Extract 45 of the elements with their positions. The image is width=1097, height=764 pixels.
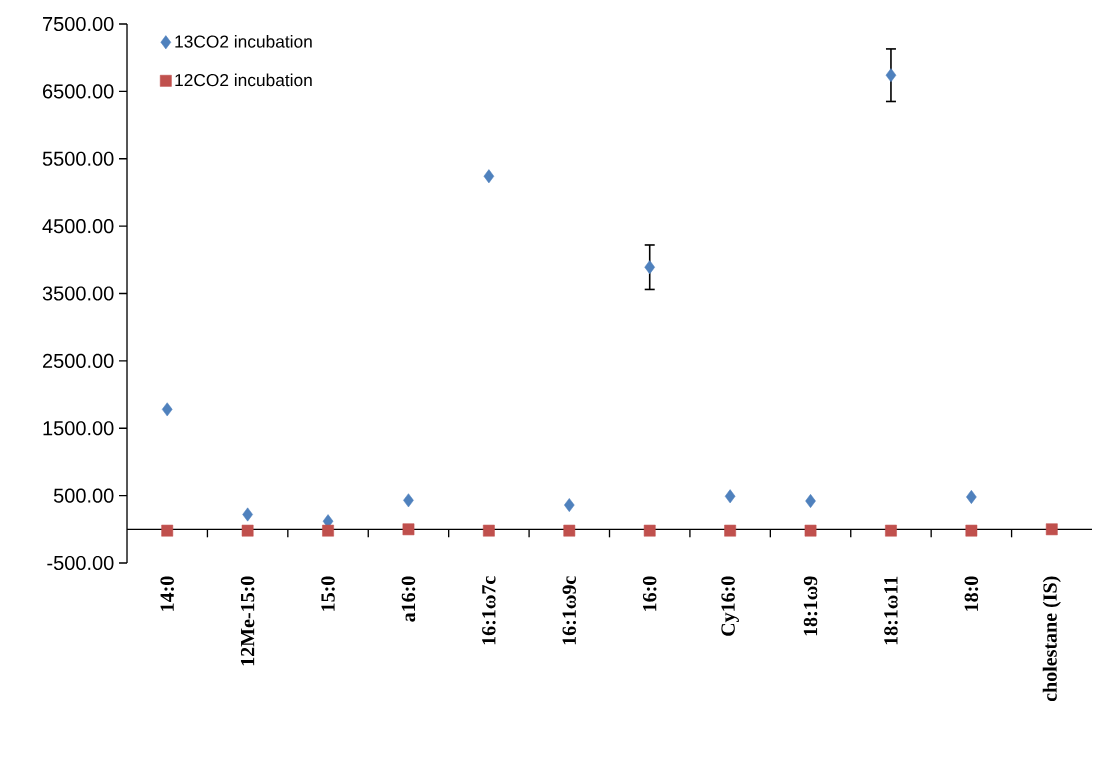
legend-label: 13CO2 incubation — [175, 34, 312, 48]
x-tick-label: 18:1ω9 — [803, 576, 818, 636]
x-tick-label: 16:0 — [642, 576, 657, 611]
point — [885, 524, 897, 537]
x-tick-label: Cy16:0 — [721, 576, 739, 636]
point — [885, 68, 897, 83]
x-tick-label: cholestane (IS) — [1042, 576, 1061, 702]
point — [965, 524, 978, 537]
point — [241, 524, 254, 537]
point — [563, 524, 576, 537]
point — [483, 169, 495, 184]
point — [322, 524, 334, 537]
y-tick-label: -500.00 — [47, 555, 114, 571]
y-tick-label: 7500.00 — [43, 16, 114, 32]
y-tick-label: 6500.00 — [43, 84, 114, 99]
point — [161, 402, 173, 417]
point — [403, 493, 414, 508]
point — [242, 507, 253, 522]
x-tick-label: 18:1ω11 — [884, 576, 898, 645]
point — [564, 498, 575, 512]
x-tick-label: 12Me-15:0 — [240, 576, 255, 666]
point — [483, 524, 495, 537]
y-tick-label: 1500.00 — [43, 421, 114, 436]
point — [804, 524, 817, 537]
y-tick-label: 2500.00 — [43, 353, 114, 368]
x-tick-label: 14:0 — [160, 576, 175, 611]
y-tick-label: 5500.00 — [42, 151, 114, 166]
x-tick-label: a16:0 — [401, 576, 416, 622]
point — [161, 524, 174, 537]
point — [724, 489, 736, 504]
point — [805, 494, 816, 508]
point — [643, 524, 656, 537]
x-tick-label: 15:0 — [321, 576, 335, 611]
point — [966, 490, 977, 504]
y-tick-label: 4500.00 — [42, 219, 114, 234]
x-tick-label: 16:1ω9c — [562, 576, 577, 645]
point — [1045, 523, 1058, 536]
y-tick-label: 500.00 — [53, 488, 114, 503]
point — [644, 260, 655, 275]
legend-label: 12CO2 incubation — [175, 73, 312, 87]
x-tick-label: 18:0 — [964, 576, 979, 611]
point — [402, 523, 415, 536]
x-tick-label: 16:1ω7c — [482, 576, 496, 645]
point — [724, 524, 736, 537]
y-tick-label: 3500.00 — [42, 286, 114, 301]
